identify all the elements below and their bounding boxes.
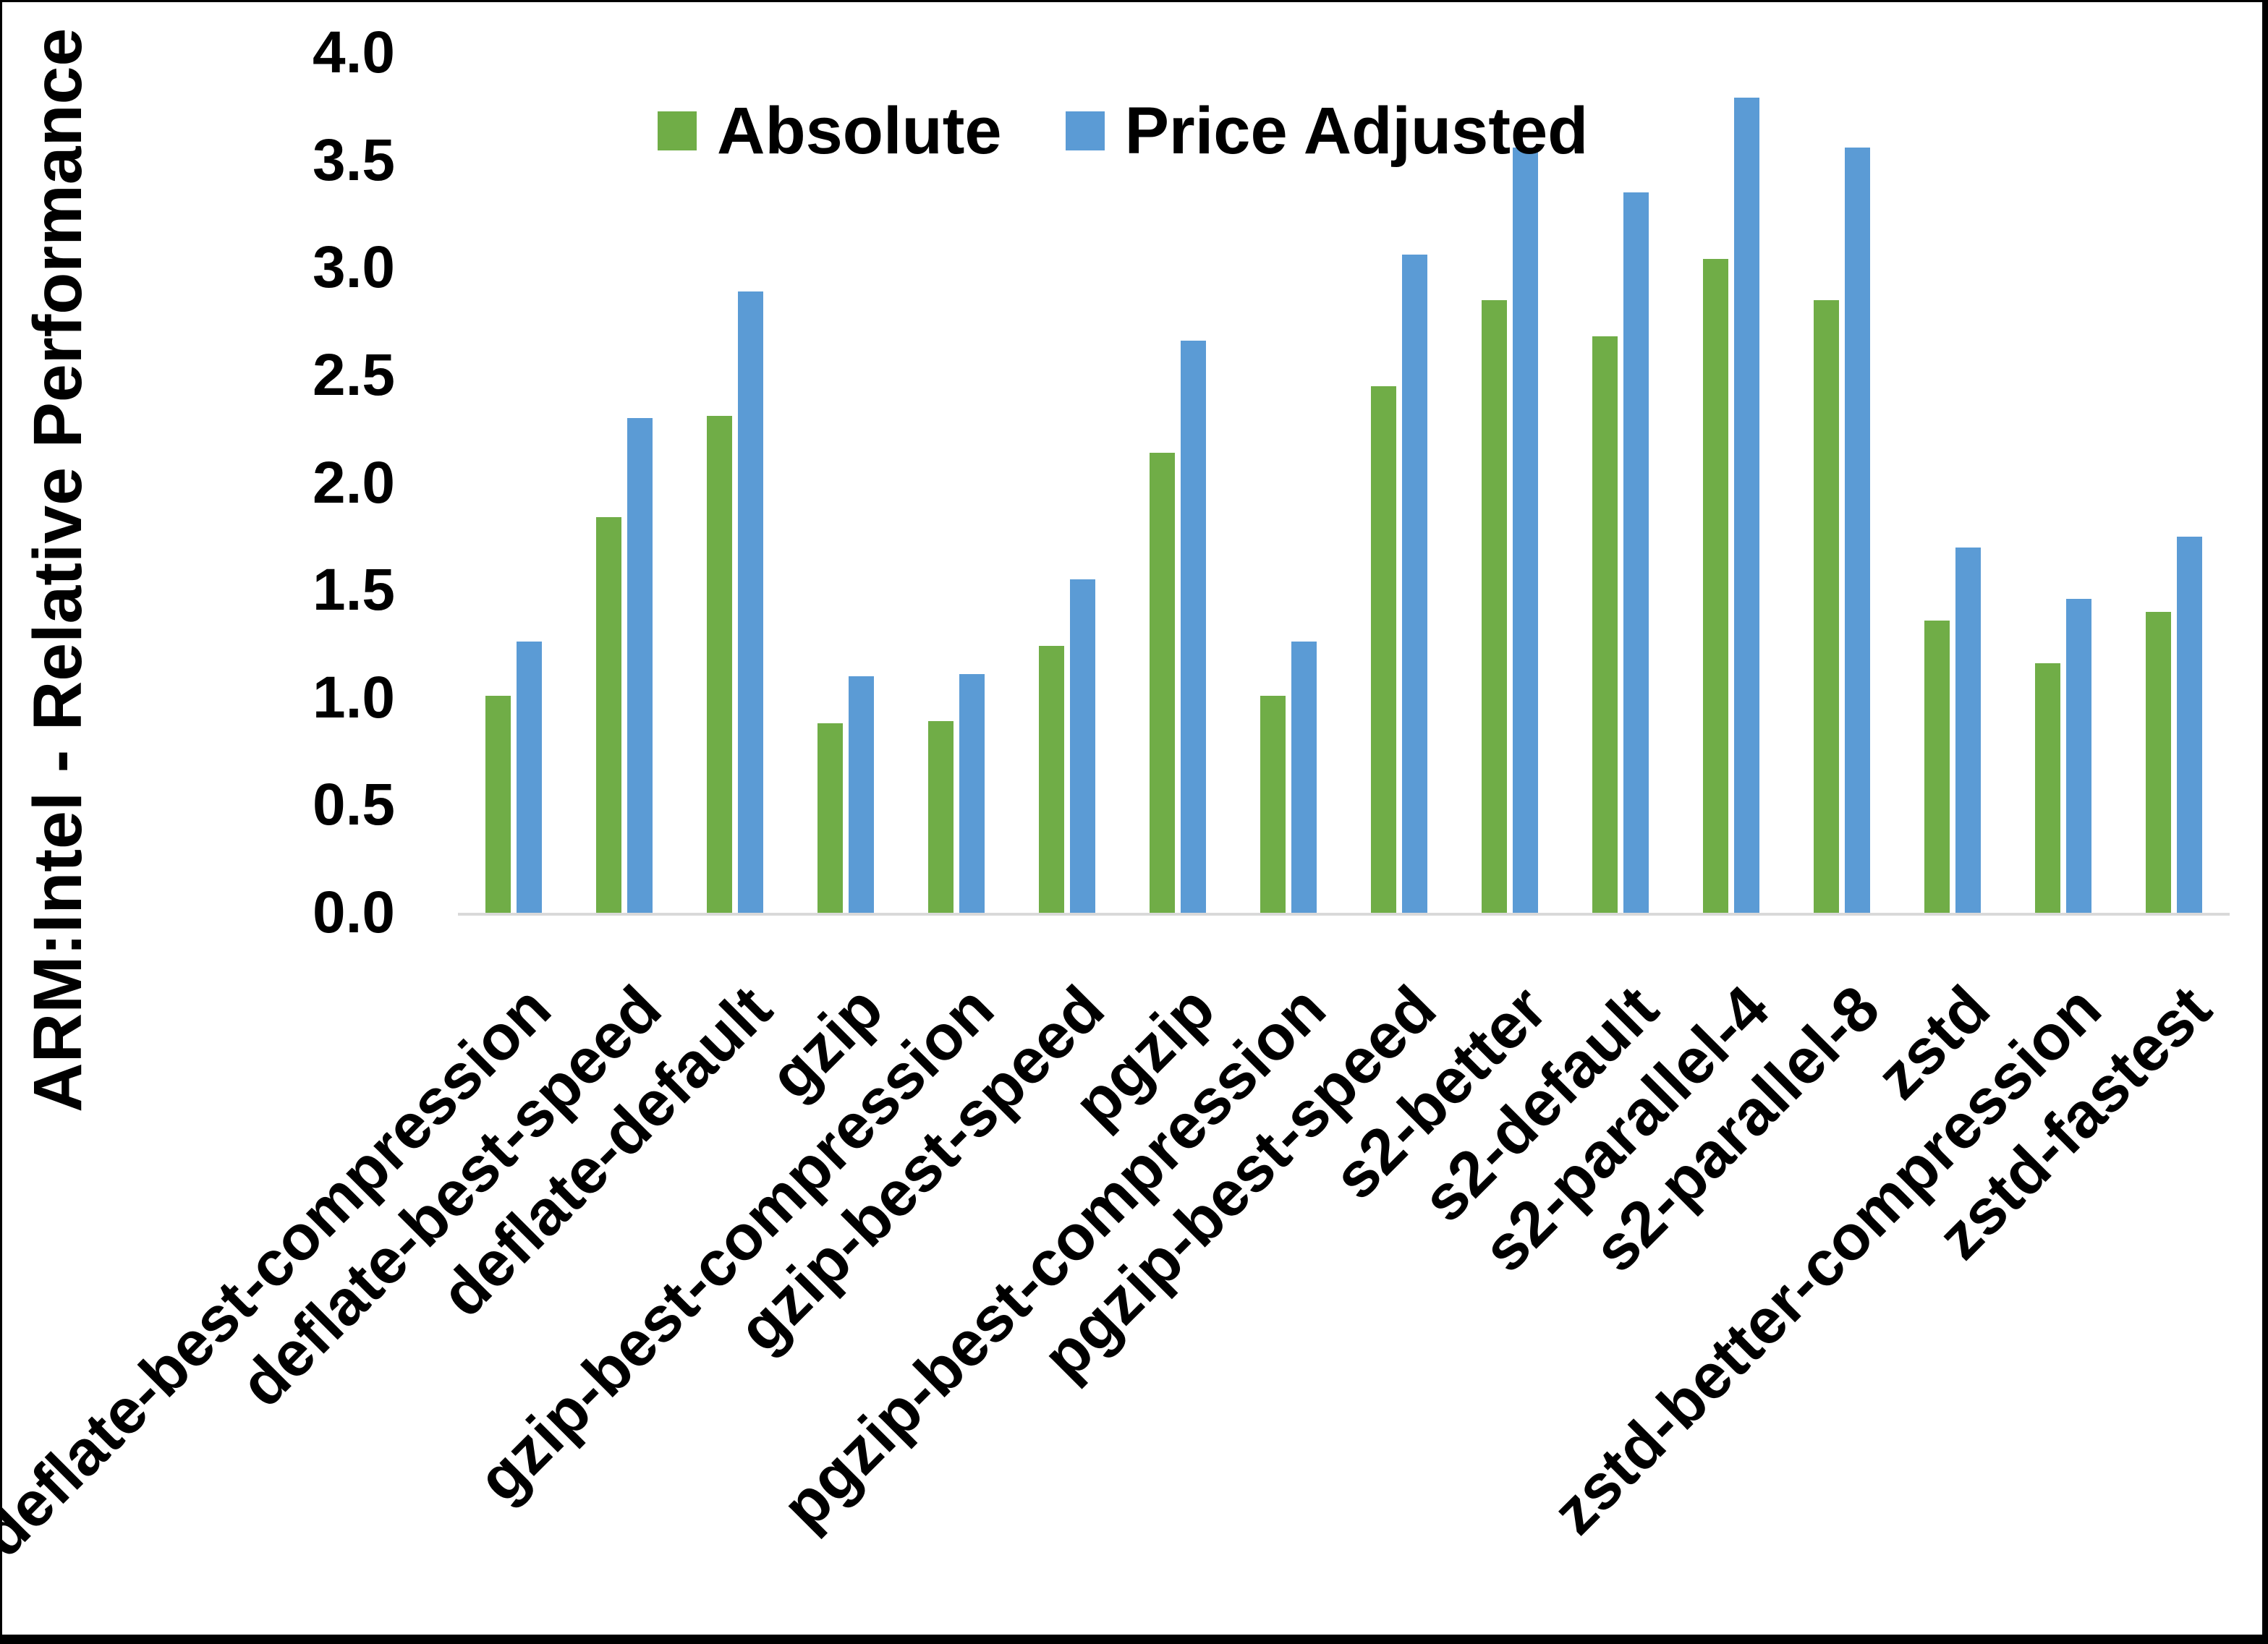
y-tick-label: 1.5 [313,557,395,623]
bar-group [1233,53,1343,913]
bar-group [1676,53,1787,913]
bar-price-adjusted [1845,147,1871,913]
bar-absolute [595,517,621,913]
bar-price-adjusted [848,676,874,913]
bar-group [1122,53,1233,913]
bar-absolute [1924,620,1950,913]
bar-absolute [1482,299,1508,913]
legend-item-absolute: Absolute [658,98,1002,164]
bar-group [2119,53,2230,913]
legend: Absolute Price Adjusted [658,98,1588,164]
bar-price-adjusted [627,418,653,913]
bar-price-adjusted [1291,642,1317,913]
bar-absolute [1149,452,1175,913]
bar-price-adjusted [516,642,542,913]
bar-absolute [2035,663,2061,913]
y-tick-label: 4.0 [313,20,395,85]
bar-price-adjusted [1955,547,1982,913]
bar-absolute [1814,299,1840,913]
bar-group [458,53,569,913]
bar-price-adjusted [1623,192,1649,913]
bar-absolute [485,695,511,913]
bar-price-adjusted [1734,98,1760,913]
bar-price-adjusted [737,291,763,913]
legend-label-absolute: Absolute [717,94,1002,168]
bar-absolute [706,416,732,913]
bar-group [1344,53,1455,913]
legend-item-price-adjusted: Price Adjusted [1065,94,1589,168]
bar-price-adjusted [1513,147,1539,913]
bar-absolute [1592,336,1618,913]
bar-price-adjusted [959,674,985,913]
y-tick-label: 2.0 [313,449,395,516]
bar-group [790,53,901,913]
bar-group [901,53,1011,913]
y-tick-label: 1.0 [313,664,395,731]
y-tick-label: 2.5 [313,341,395,408]
bar-group [1566,53,1676,913]
legend-swatch-price-adjusted [1065,111,1105,150]
bar-price-adjusted [2066,599,2092,913]
bar-group [2008,53,2119,913]
plot-area [458,53,2230,916]
y-tick-label: 0.5 [313,772,395,838]
bar-price-adjusted [1069,579,1095,913]
bar-absolute [1371,386,1397,913]
bar-group [569,53,679,913]
bar-absolute [927,721,954,913]
bar-absolute [1703,259,1729,913]
bar-absolute [817,723,843,913]
bar-absolute [1038,646,1064,913]
legend-swatch-absolute [658,111,697,150]
bar-absolute [2146,611,2172,913]
x-axis-baseline [458,913,2230,916]
bar-group [679,53,790,913]
y-tick-label: 3.0 [313,234,395,301]
bar-price-adjusted [1402,255,1428,913]
bar-group [1787,53,1898,913]
bar-price-adjusted [2177,536,2203,913]
bar-absolute [1260,695,1286,913]
bar-price-adjusted [1180,341,1206,913]
bar-group [1455,53,1566,913]
bar-group [1011,53,1122,913]
y-tick-label: 3.5 [313,127,395,193]
legend-label-price-adjusted: Price Adjusted [1124,94,1589,168]
bar-group [1898,53,2008,913]
y-tick-label: 0.0 [313,880,395,945]
